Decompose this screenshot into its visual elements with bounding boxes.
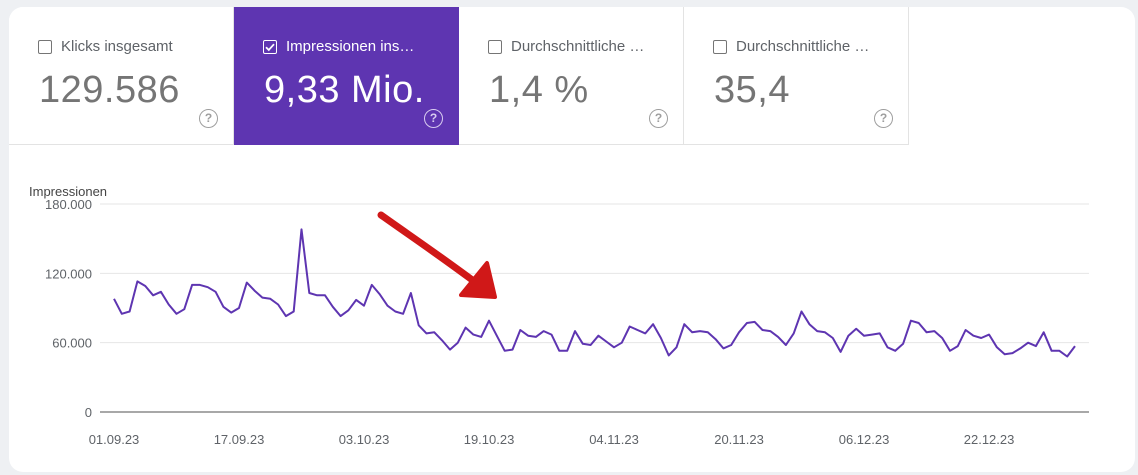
arrow-shaft xyxy=(377,211,483,289)
metric-total-impressions[interactable]: Impressionen ins… 9,33 Mio. ? xyxy=(234,7,459,145)
x-tick-label: 01.09.23 xyxy=(89,432,140,447)
x-tick-label: 04.11.23 xyxy=(589,432,639,447)
x-tick-label: 22.12.23 xyxy=(964,432,1015,447)
y-tick-label: 120.000 xyxy=(45,266,92,281)
checkmark-icon xyxy=(265,43,275,51)
checkbox-checked-icon[interactable] xyxy=(263,39,277,54)
metric-header: Durchschnittliche … xyxy=(713,38,869,55)
impressions-chart: Impressionen 0 60.000 120.000 180.000 01.09.2… xyxy=(9,145,1135,472)
metric-total-clicks[interactable]: Klicks insgesamt 129.586 ? xyxy=(9,7,234,145)
metric-value: 35,4 xyxy=(714,69,790,111)
checkbox-icon[interactable] xyxy=(38,39,52,54)
help-icon[interactable]: ? xyxy=(424,109,443,128)
metric-header: Durchschnittliche … xyxy=(488,38,644,55)
metric-value: 1,4 % xyxy=(489,69,589,111)
help-icon[interactable]: ? xyxy=(874,109,893,128)
y-axis-title: Impressionen xyxy=(29,184,107,199)
performance-card: Klicks insgesamt 129.586 ? Impressionen … xyxy=(9,7,1135,472)
metric-header: Klicks insgesamt xyxy=(38,38,173,55)
arrow-head xyxy=(459,261,497,299)
x-tick-label: 17.09.23 xyxy=(214,432,265,447)
metric-label: Durchschnittliche … xyxy=(511,38,645,55)
metric-label: Klicks insgesamt xyxy=(61,38,173,55)
checkbox-icon[interactable] xyxy=(713,39,727,54)
metric-tabs: Klicks insgesamt 129.586 ? Impressionen … xyxy=(9,7,909,145)
metric-label: Impressionen ins… xyxy=(286,38,415,55)
help-icon[interactable]: ? xyxy=(649,109,668,128)
metric-value: 9,33 Mio. xyxy=(264,69,425,111)
metric-value: 129.586 xyxy=(39,69,180,111)
y-tick-label: 180.000 xyxy=(45,197,92,212)
metric-average-ctr[interactable]: Durchschnittliche … 1,4 % ? xyxy=(459,7,684,145)
line-chart: Impressionen 0 60.000 120.000 180.000 01.09.2… xyxy=(29,184,1089,447)
impressions-series-line xyxy=(113,228,1076,358)
x-tick-label: 20.11.23 xyxy=(714,432,764,447)
help-icon[interactable]: ? xyxy=(199,109,218,128)
y-tick-label: 0 xyxy=(85,405,92,420)
x-tick-label: 06.12.23 xyxy=(839,432,890,447)
x-tick-label: 19.10.23 xyxy=(464,432,515,447)
red-arrow-annotation xyxy=(377,211,497,299)
y-tick-label: 60.000 xyxy=(52,336,92,351)
metric-label: Durchschnittliche … xyxy=(736,38,870,55)
x-tick-label: 03.10.23 xyxy=(339,432,390,447)
checkbox-icon[interactable] xyxy=(488,39,502,54)
metric-header: Impressionen ins… xyxy=(263,38,414,55)
metric-average-position[interactable]: Durchschnittliche … 35,4 ? xyxy=(684,7,909,145)
